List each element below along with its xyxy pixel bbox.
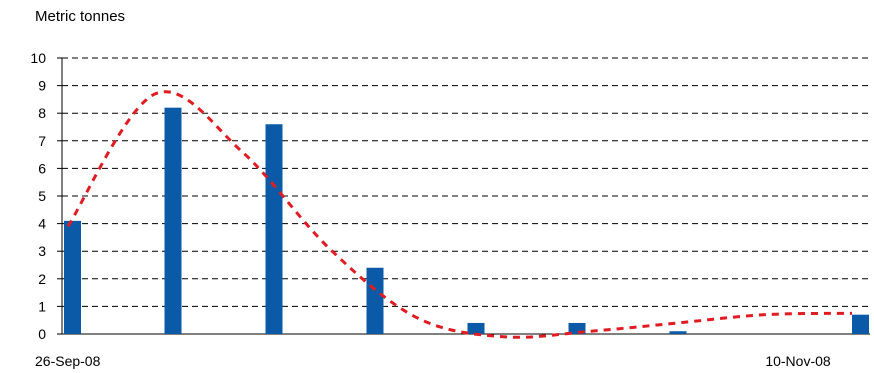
x-tick-label: 10-Nov-08 [765, 353, 831, 369]
x-tick-label: 26-Sep-08 [35, 353, 101, 369]
bar [265, 124, 283, 335]
bar [568, 322, 586, 334]
y-tick-label: 2 [38, 271, 46, 287]
y-tick-label: 3 [38, 243, 46, 259]
bar [366, 267, 384, 334]
bar [669, 331, 687, 334]
y-tick-label: 10 [30, 50, 46, 66]
y-tick-label: 8 [38, 105, 46, 121]
y-axis-label: Metric tonnes [35, 8, 126, 25]
y-tick-label: 4 [38, 216, 46, 232]
y-tick-label: 1 [38, 298, 46, 314]
y-tick-label: 6 [38, 160, 46, 176]
y-tick-label: 0 [38, 326, 46, 342]
y-tick-label: 9 [38, 78, 46, 94]
y-tick-label: 5 [38, 188, 46, 204]
bar [64, 220, 81, 334]
trend-line [66, 90, 853, 339]
bar [467, 322, 485, 334]
y-tick-label: 7 [38, 133, 46, 149]
bar [164, 107, 182, 335]
bar [852, 314, 869, 334]
